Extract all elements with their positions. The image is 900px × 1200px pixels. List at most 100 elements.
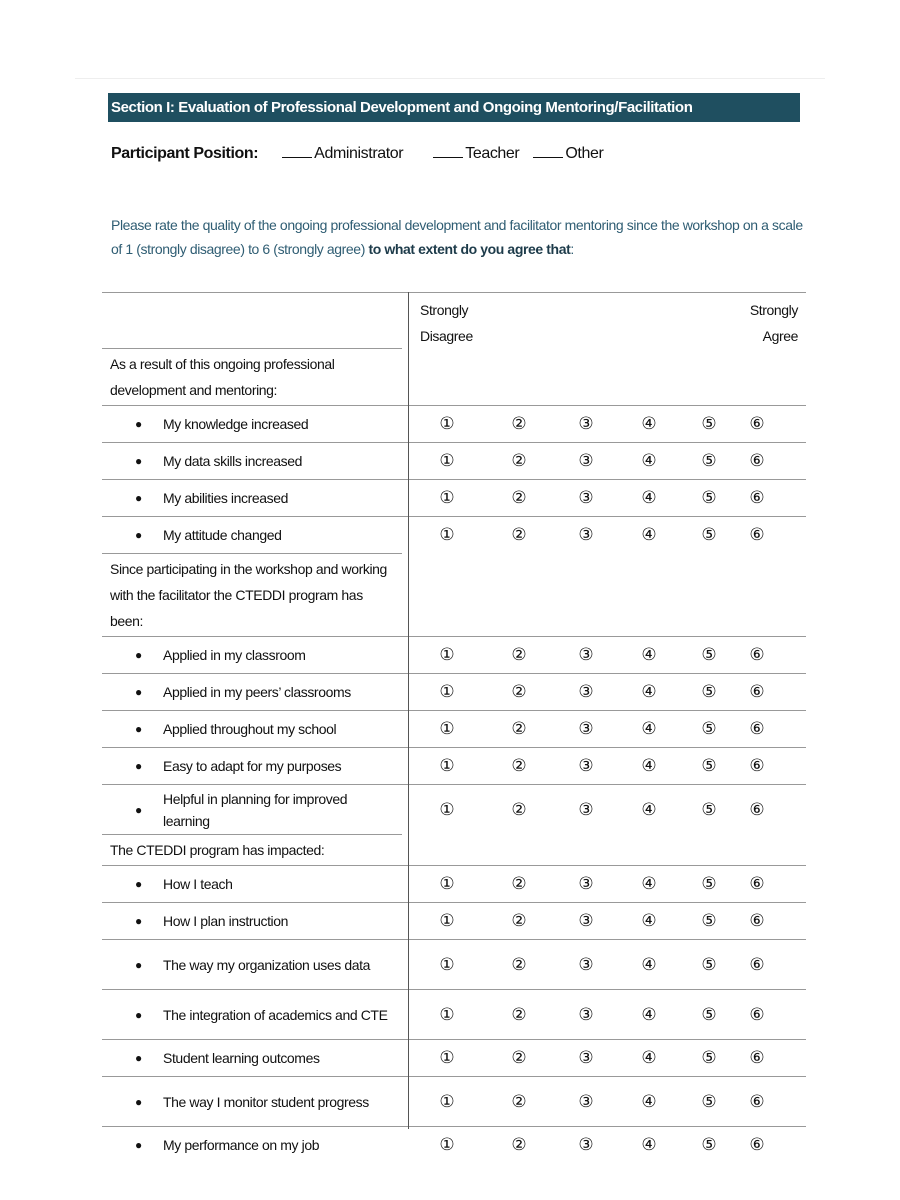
rating-option-3[interactable]: ③: [578, 799, 594, 820]
rating-option-4[interactable]: ④: [641, 954, 657, 975]
rating-option-5[interactable]: ⑤: [701, 954, 717, 975]
rating-option-5[interactable]: ⑤: [701, 874, 717, 894]
rating-option-3[interactable]: ③: [578, 414, 594, 434]
rating-option-6[interactable]: ⑥: [749, 414, 765, 434]
rating-option-5[interactable]: ⑤: [701, 756, 717, 776]
rating-option-4[interactable]: ④: [641, 1091, 657, 1112]
rating-option-3[interactable]: ③: [578, 488, 594, 508]
rating-option-4[interactable]: ④: [641, 414, 657, 434]
rating-option-6[interactable]: ⑥: [749, 799, 765, 820]
rating-option-5[interactable]: ⑤: [701, 414, 717, 434]
rating-option-4[interactable]: ④: [641, 1048, 657, 1068]
rating-option-3[interactable]: ③: [578, 1004, 594, 1025]
option-teacher[interactable]: Teacher: [433, 145, 520, 163]
option-administrator[interactable]: Administrator: [282, 145, 404, 163]
rating-option-4[interactable]: ④: [641, 682, 657, 702]
rating-option-2[interactable]: ②: [511, 488, 527, 508]
rating-option-1[interactable]: ①: [439, 799, 455, 820]
rating-option-3[interactable]: ③: [578, 1048, 594, 1068]
rating-option-4[interactable]: ④: [641, 488, 657, 508]
rating-option-6[interactable]: ⑥: [749, 954, 765, 975]
blank-line[interactable]: [433, 157, 464, 158]
rating-option-2[interactable]: ②: [511, 874, 527, 894]
rating-option-3[interactable]: ③: [578, 1135, 594, 1155]
rating-option-3[interactable]: ③: [578, 756, 594, 776]
rating-option-4[interactable]: ④: [641, 911, 657, 931]
rating-option-1[interactable]: ①: [439, 719, 455, 739]
rating-option-2[interactable]: ②: [511, 954, 527, 975]
rating-option-5[interactable]: ⑤: [701, 1091, 717, 1112]
rating-option-1[interactable]: ①: [439, 1004, 455, 1025]
rating-option-1[interactable]: ①: [439, 645, 455, 665]
rating-option-4[interactable]: ④: [641, 1135, 657, 1155]
rating-option-5[interactable]: ⑤: [701, 525, 717, 545]
rating-option-6[interactable]: ⑥: [749, 1004, 765, 1025]
rating-option-5[interactable]: ⑤: [701, 1048, 717, 1068]
rating-option-2[interactable]: ②: [511, 1091, 527, 1112]
rating-option-3[interactable]: ③: [578, 451, 594, 471]
rating-option-2[interactable]: ②: [511, 682, 527, 702]
rating-option-5[interactable]: ⑤: [701, 1135, 717, 1155]
rating-option-3[interactable]: ③: [578, 954, 594, 975]
rating-option-2[interactable]: ②: [511, 451, 527, 471]
rating-option-1[interactable]: ①: [439, 451, 455, 471]
rating-option-1[interactable]: ①: [439, 682, 455, 702]
rating-option-4[interactable]: ④: [641, 1004, 657, 1025]
rating-option-2[interactable]: ②: [511, 645, 527, 665]
rating-option-3[interactable]: ③: [578, 1091, 594, 1112]
rating-option-2[interactable]: ②: [511, 1135, 527, 1155]
rating-option-2[interactable]: ②: [511, 1048, 527, 1068]
rating-option-6[interactable]: ⑥: [749, 451, 765, 471]
rating-option-5[interactable]: ⑤: [701, 645, 717, 665]
rating-option-5[interactable]: ⑤: [701, 719, 717, 739]
rating-option-3[interactable]: ③: [578, 645, 594, 665]
rating-option-2[interactable]: ②: [511, 1004, 527, 1025]
rating-option-3[interactable]: ③: [578, 719, 594, 739]
rating-option-4[interactable]: ④: [641, 451, 657, 471]
rating-option-2[interactable]: ②: [511, 719, 527, 739]
rating-option-4[interactable]: ④: [641, 874, 657, 894]
rating-option-2[interactable]: ②: [511, 756, 527, 776]
rating-option-4[interactable]: ④: [641, 719, 657, 739]
blank-line[interactable]: [282, 157, 313, 158]
rating-option-1[interactable]: ①: [439, 756, 455, 776]
rating-option-1[interactable]: ①: [439, 1048, 455, 1068]
rating-option-6[interactable]: ⑥: [749, 756, 765, 776]
rating-option-5[interactable]: ⑤: [701, 488, 717, 508]
rating-option-6[interactable]: ⑥: [749, 525, 765, 545]
rating-option-2[interactable]: ②: [511, 525, 527, 545]
rating-option-3[interactable]: ③: [578, 874, 594, 894]
rating-option-1[interactable]: ①: [439, 525, 455, 545]
rating-option-1[interactable]: ①: [439, 911, 455, 931]
rating-option-5[interactable]: ⑤: [701, 911, 717, 931]
rating-option-3[interactable]: ③: [578, 525, 594, 545]
rating-option-2[interactable]: ②: [511, 911, 527, 931]
rating-option-6[interactable]: ⑥: [749, 719, 765, 739]
rating-option-1[interactable]: ①: [439, 414, 455, 434]
rating-option-6[interactable]: ⑥: [749, 1091, 765, 1112]
rating-option-1[interactable]: ①: [439, 954, 455, 975]
rating-option-5[interactable]: ⑤: [701, 799, 717, 820]
rating-option-3[interactable]: ③: [578, 911, 594, 931]
rating-option-4[interactable]: ④: [641, 799, 657, 820]
rating-option-5[interactable]: ⑤: [701, 682, 717, 702]
rating-option-5[interactable]: ⑤: [701, 1004, 717, 1025]
rating-option-6[interactable]: ⑥: [749, 1048, 765, 1068]
rating-option-6[interactable]: ⑥: [749, 682, 765, 702]
rating-option-1[interactable]: ①: [439, 874, 455, 894]
rating-option-4[interactable]: ④: [641, 645, 657, 665]
rating-option-1[interactable]: ①: [439, 1091, 455, 1112]
option-other[interactable]: Other: [533, 145, 604, 163]
rating-option-2[interactable]: ②: [511, 414, 527, 434]
rating-option-6[interactable]: ⑥: [749, 911, 765, 931]
rating-option-6[interactable]: ⑥: [749, 874, 765, 894]
rating-option-5[interactable]: ⑤: [701, 451, 717, 471]
rating-option-4[interactable]: ④: [641, 756, 657, 776]
rating-option-4[interactable]: ④: [641, 525, 657, 545]
blank-line[interactable]: [533, 157, 564, 158]
rating-option-3[interactable]: ③: [578, 682, 594, 702]
rating-option-1[interactable]: ①: [439, 488, 455, 508]
rating-option-6[interactable]: ⑥: [749, 488, 765, 508]
rating-option-6[interactable]: ⑥: [749, 1135, 765, 1155]
rating-option-1[interactable]: ①: [439, 1135, 455, 1155]
